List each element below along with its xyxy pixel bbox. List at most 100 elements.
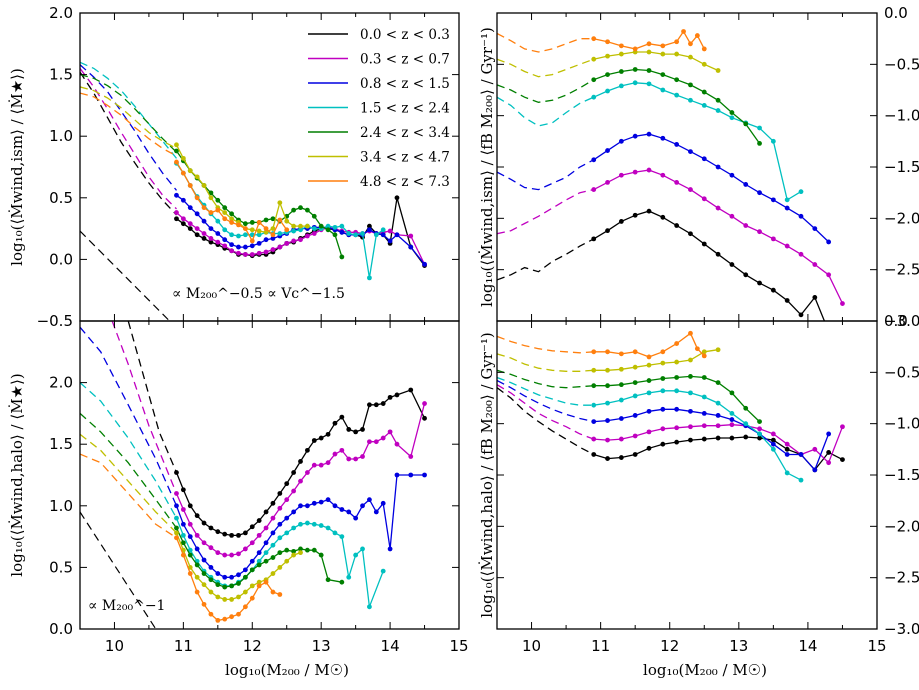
data-point xyxy=(701,241,707,247)
data-point xyxy=(618,83,624,89)
data-point xyxy=(715,423,721,429)
data-point xyxy=(618,172,624,178)
series-line xyxy=(593,390,802,481)
data-point xyxy=(674,388,680,394)
data-point xyxy=(674,406,680,412)
data-point xyxy=(646,429,652,435)
data-point xyxy=(339,223,345,229)
data-point xyxy=(346,456,352,462)
data-point xyxy=(284,218,290,224)
data-point xyxy=(305,547,310,553)
data-point xyxy=(618,366,624,372)
data-point xyxy=(222,574,228,580)
data-point xyxy=(701,46,707,52)
data-point xyxy=(263,237,269,243)
data-point xyxy=(757,435,762,441)
data-point xyxy=(270,236,276,241)
data-point xyxy=(715,251,721,257)
series-4 xyxy=(80,412,345,590)
plot-area xyxy=(80,61,427,321)
data-point xyxy=(249,220,255,225)
data-point xyxy=(187,552,193,558)
data-point xyxy=(194,574,200,580)
y-tick-label: −3.0 xyxy=(884,620,919,638)
data-point xyxy=(174,148,179,154)
y-tick-label: 0.0 xyxy=(49,620,73,638)
y-axis-label: log₁₀(⟨Ṁwind,ism⟩ / ⟨Ṁ★⟩) xyxy=(8,68,26,266)
data-point xyxy=(215,207,221,213)
data-point xyxy=(311,500,317,506)
data-point xyxy=(242,244,248,250)
y-tick-label: −1.5 xyxy=(884,158,919,176)
data-point xyxy=(291,238,297,244)
series-2 xyxy=(80,326,427,580)
data-point xyxy=(208,565,214,570)
data-point xyxy=(256,240,262,246)
data-point xyxy=(249,243,255,249)
data-point xyxy=(270,247,276,252)
data-point xyxy=(256,220,262,225)
data-point xyxy=(660,426,666,432)
data-point xyxy=(263,525,269,531)
data-point xyxy=(242,604,248,610)
data-point xyxy=(674,180,680,185)
data-point xyxy=(249,595,255,601)
data-point xyxy=(291,470,297,475)
plot-area xyxy=(497,330,845,483)
data-point xyxy=(729,417,735,422)
data-point xyxy=(284,227,290,233)
data-point xyxy=(798,477,804,483)
data-point xyxy=(770,441,776,447)
data-point xyxy=(187,503,193,509)
data-point xyxy=(812,294,818,300)
y-tick-label: −3.0 xyxy=(884,312,919,330)
data-point xyxy=(743,434,749,440)
data-point xyxy=(208,195,214,201)
data-point xyxy=(332,530,338,536)
data-point xyxy=(229,211,235,217)
x-axis-label-left: log₁₀(M₂₀₀ / M☉) xyxy=(225,661,349,679)
data-point xyxy=(222,552,228,558)
data-point xyxy=(605,349,610,355)
data-point xyxy=(632,133,638,139)
data-point xyxy=(229,583,235,589)
data-point xyxy=(408,472,414,478)
data-point xyxy=(360,427,365,432)
data-point xyxy=(236,611,241,617)
series-dashed-line xyxy=(80,412,178,529)
data-point xyxy=(812,262,818,267)
data-point xyxy=(180,507,186,512)
data-point xyxy=(840,424,845,430)
series-6 xyxy=(497,29,707,53)
data-point xyxy=(291,228,297,234)
data-point xyxy=(332,503,338,509)
data-point xyxy=(222,584,228,590)
legend-label: 0.0 < z < 0.3 xyxy=(360,27,450,43)
data-point xyxy=(701,196,707,202)
data-point xyxy=(194,562,200,568)
data-point xyxy=(591,419,597,425)
data-point xyxy=(180,216,186,222)
data-point xyxy=(605,383,610,389)
data-point xyxy=(332,224,338,230)
data-point xyxy=(605,367,610,373)
data-point xyxy=(249,252,255,257)
data-point xyxy=(325,577,331,583)
series-dashed-line xyxy=(80,73,177,153)
data-point xyxy=(187,226,193,232)
data-point xyxy=(187,183,193,188)
data-point xyxy=(353,232,359,238)
data-point xyxy=(236,581,241,586)
data-point xyxy=(701,61,707,67)
data-point xyxy=(715,413,721,418)
data-point xyxy=(339,534,345,539)
series-dashed-line xyxy=(80,326,178,507)
data-point xyxy=(174,470,179,475)
data-point xyxy=(380,568,386,574)
data-point xyxy=(242,530,248,536)
data-point xyxy=(632,393,638,399)
data-point xyxy=(688,408,693,414)
data-point xyxy=(618,436,624,442)
data-point xyxy=(180,552,186,558)
data-point xyxy=(660,135,666,141)
